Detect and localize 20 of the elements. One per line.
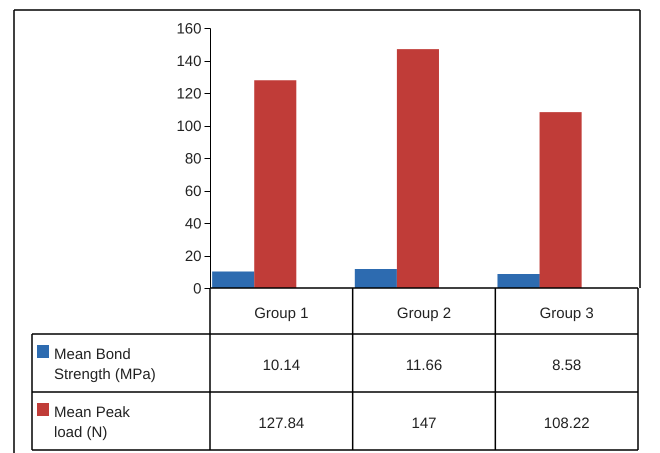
y-tick-label: 140 xyxy=(176,53,202,70)
data-label: 108.22 xyxy=(544,415,590,432)
data-label: 8.58 xyxy=(552,357,582,374)
y-tick-label: 0 xyxy=(193,280,202,298)
x-tick-label: Group 2 xyxy=(396,305,452,322)
y-tick-label: 160 xyxy=(176,20,202,38)
y-tick-label: 20 xyxy=(184,248,202,265)
data-label: 10.14 xyxy=(262,357,300,374)
data-label: 11.66 xyxy=(406,357,442,374)
data-label: 147 xyxy=(411,415,437,432)
y-tick-label: 80 xyxy=(184,150,202,168)
x-tick-label: Group 1 xyxy=(254,305,308,322)
y-tick-label: 60 xyxy=(184,183,202,200)
data-label: 127.84 xyxy=(258,415,304,432)
legend-label: Mean Peak load (N) xyxy=(54,404,130,441)
legend-label: Mean Bond Strength (MPa) xyxy=(54,346,156,383)
y-tick-label: 100 xyxy=(176,118,202,135)
y-tick-label: 120 xyxy=(176,86,202,102)
x-tick-label: Group 3 xyxy=(540,305,594,322)
y-tick-label: 40 xyxy=(184,216,202,232)
